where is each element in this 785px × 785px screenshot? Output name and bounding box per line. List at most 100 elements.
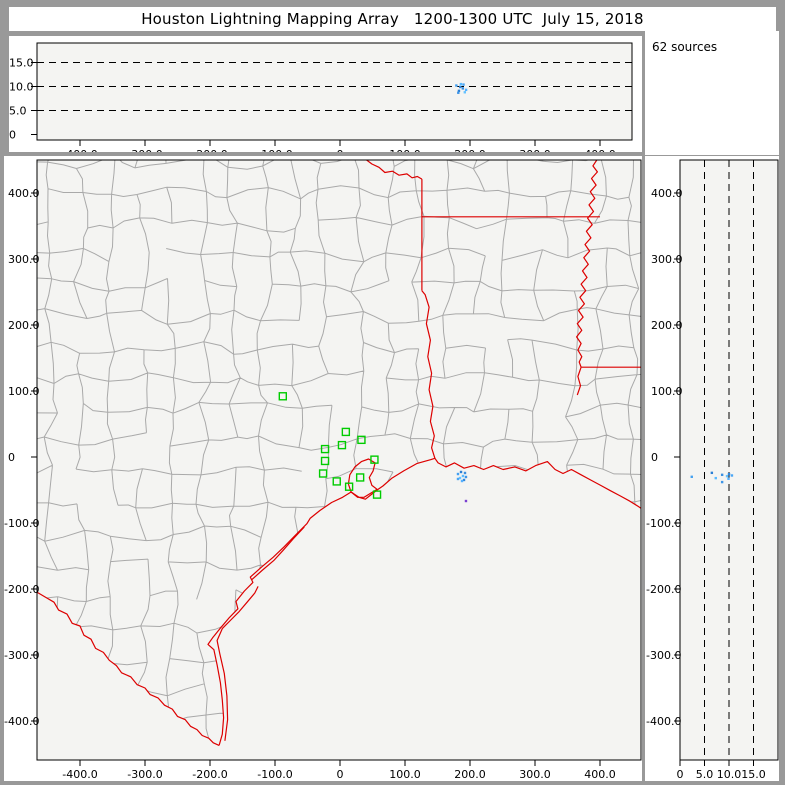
x-tick-label: 200.0 (454, 768, 486, 781)
y-tick-label: 300.0 (8, 253, 40, 266)
ew-altitude-sources (455, 82, 468, 94)
lma-station-marker (337, 440, 347, 450)
ew-altitude-panel: -400.0 -300.0 -200.0 -100.0 0 100.0 200.0 300.0… (9, 36, 642, 152)
ns-altitude-panel: 0 5.0 10.0 15.0 400.0 300.0 200.0 100.0 0 -100.0 -… (645, 156, 779, 781)
source-dot (464, 88, 468, 92)
source-dot (463, 471, 467, 475)
plan-view-map: -400.0 -300.0 -200.0 -100.0 0 100.0 200.0 300.0… (4, 159, 642, 781)
source-dot (459, 470, 463, 474)
y-tick-label: 400.0 (8, 187, 40, 200)
x-tick-label: -200.0 (192, 768, 227, 781)
y-tick-label: 5.0 (9, 105, 27, 118)
red-feature-galveston-bay (347, 458, 378, 498)
ns-altitude-sources (690, 471, 734, 484)
source-dot (462, 478, 466, 482)
source-dot (464, 475, 468, 479)
source-dot (460, 479, 464, 483)
lma-station-marker (344, 482, 354, 491)
source-dot (725, 474, 729, 478)
lma-station-marker (332, 477, 341, 486)
x-tick-label: -300.0 (127, 148, 162, 152)
source-dot (461, 474, 465, 478)
y-tick-label: -100.0 (646, 517, 681, 530)
x-tick-label: -400.0 (62, 768, 97, 781)
source-dot (456, 472, 460, 476)
y-tick-label: -400.0 (4, 715, 39, 728)
x-tick-label: 400.0 (584, 148, 616, 152)
lma-station-marker (318, 469, 328, 478)
red-feature-mississippi-lower (576, 367, 582, 396)
source-dot (714, 476, 717, 480)
red-feature-matagorda-barrier (251, 526, 305, 581)
lma-station-marker (341, 427, 351, 437)
y-tick-label: 200.0 (651, 319, 683, 332)
source-dot (459, 82, 463, 86)
lma-station-marker (357, 435, 366, 445)
plan-view-sources (456, 470, 468, 503)
state-border-layer (37, 160, 641, 746)
plan-view-panel: -400.0 -300.0 -200.0 -100.0 0 100.0 200.0 300.0… (4, 156, 642, 781)
x-tick-label: 10.0 (717, 768, 742, 781)
y-tick-label: 100.0 (8, 385, 40, 398)
source-count-box: 62 sources (645, 31, 779, 155)
x-tick-label: 0 (337, 768, 344, 781)
red-feature-sabine-river (421, 290, 436, 459)
plot-frame (36, 159, 642, 761)
y-tick-label: -400.0 (646, 715, 681, 728)
source-dot (457, 91, 460, 94)
ew-altitude-plot: -400.0 -300.0 -200.0 -100.0 0 100.0 200.0 300.0… (9, 42, 633, 152)
source-dot (720, 480, 724, 484)
page-title: Houston Lightning Mapping Array 1200-130… (141, 10, 644, 28)
x-tick-label: -100.0 (257, 768, 292, 781)
lma-station-marker (278, 392, 287, 401)
source-dot (710, 471, 714, 475)
y-tick-label: -300.0 (646, 649, 681, 662)
source-dot (463, 91, 466, 94)
source-dot (690, 475, 693, 478)
x-tick-label: 0 (337, 148, 344, 152)
x-tick-label: 0 (677, 768, 684, 781)
source-dot (462, 83, 465, 86)
x-tick-label: 100.0 (389, 148, 421, 152)
source-dot (727, 477, 730, 480)
source-dot (459, 85, 462, 89)
x-tick-label: 400.0 (584, 768, 616, 781)
title-bar: Houston Lightning Mapping Array 1200-130… (9, 7, 776, 31)
source-dot (458, 476, 462, 480)
plot-background (37, 160, 641, 760)
station-layer (278, 392, 382, 499)
ns-altitude-plot: 0 5.0 10.0 15.0 400.0 300.0 200.0 100.0 0 -100.0 -… (646, 159, 779, 781)
y-tick-label: 400.0 (651, 187, 683, 200)
lma-station-marker (320, 444, 330, 454)
red-feature-rio-grande (37, 591, 220, 746)
y-tick-label: 0 (8, 451, 15, 464)
source-dot (727, 472, 731, 476)
x-tick-label: -400.0 (62, 148, 97, 152)
source-dot (730, 474, 734, 477)
lma-station-marker (372, 490, 382, 499)
red-feature-padre-barrier (216, 586, 259, 741)
lma-station-marker (320, 456, 330, 466)
x-tick-label: -300.0 (127, 768, 162, 781)
y-tick-label: -200.0 (4, 583, 39, 596)
x-tick-label: -100.0 (257, 148, 292, 152)
x-tick-label: -200.0 (192, 148, 227, 152)
y-tick-label: -300.0 (4, 649, 39, 662)
source-count-label: 62 sources (652, 40, 718, 54)
red-feature-mississippi-river (575, 160, 599, 368)
source-dot (461, 87, 465, 90)
lma-station-marker (355, 473, 365, 482)
source-dot (455, 84, 458, 87)
y-tick-label: 200.0 (8, 319, 40, 332)
y-tick-label: 0 (9, 129, 16, 142)
y-tick-label: 100.0 (651, 385, 683, 398)
x-tick-label: 300.0 (519, 148, 551, 152)
source-dot (456, 477, 460, 481)
red-feature-red-river (366, 160, 423, 180)
plot-background (37, 43, 632, 140)
x-tick-label: 300.0 (519, 768, 551, 781)
lma-station-marker (370, 455, 379, 464)
y-tick-label: 0 (651, 451, 658, 464)
y-tick-label: 15.0 (9, 57, 34, 70)
source-dot-purple (464, 499, 468, 503)
